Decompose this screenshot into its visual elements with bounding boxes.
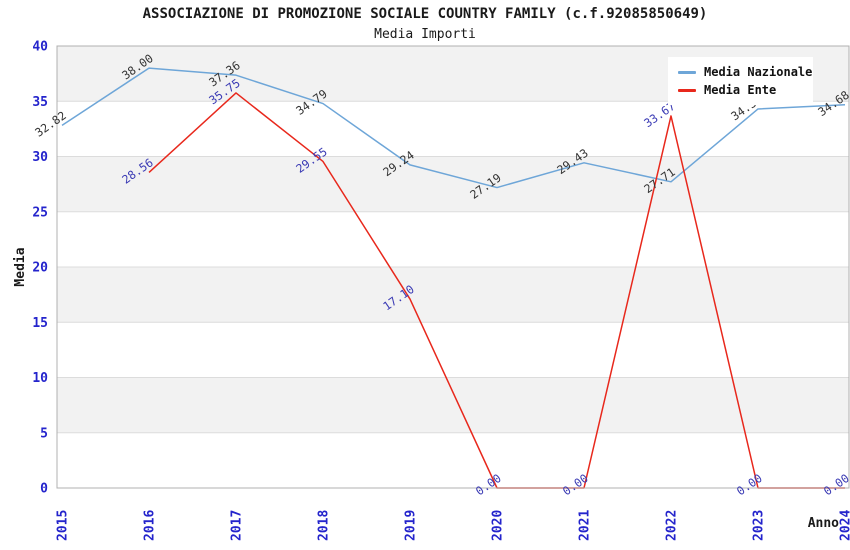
legend-label-media-nazionale: Media Nazionale	[704, 65, 813, 79]
svg-text:2024: 2024	[839, 510, 850, 541]
plot-bands	[57, 46, 849, 433]
svg-text:15: 15	[32, 316, 48, 331]
media-ente-line-swatch-icon	[678, 88, 696, 92]
series-line-media-nazionale	[61, 67, 846, 189]
y-axis-ticks: 0 5 10 15 20 25 30 35 40	[32, 40, 48, 497]
svg-text:2015: 2015	[56, 510, 71, 541]
svg-text:5: 5	[40, 426, 48, 441]
svg-text:0: 0	[40, 482, 48, 497]
svg-text:2023: 2023	[752, 510, 767, 541]
svg-text:2018: 2018	[317, 510, 332, 541]
svg-text:2021: 2021	[578, 510, 593, 541]
svg-text:0.00: 0.00	[734, 471, 765, 498]
svg-text:2017: 2017	[230, 510, 245, 541]
svg-text:0.00: 0.00	[821, 471, 850, 498]
svg-text:2020: 2020	[491, 510, 506, 541]
legend-item-media-nazionale: Media Nazionale	[668, 65, 813, 79]
chart-title: ASSOCIAZIONE DI PROMOZIONE SOCIALE COUNT…	[142, 6, 708, 22]
svg-text:10: 10	[32, 371, 48, 386]
svg-text:20: 20	[32, 261, 48, 276]
media-nazionale-line-swatch-icon	[678, 70, 696, 74]
svg-text:0.00: 0.00	[473, 471, 504, 498]
svg-text:2019: 2019	[404, 510, 419, 541]
svg-text:30: 30	[32, 150, 48, 165]
plot-border	[56, 45, 850, 489]
svg-text:40: 40	[32, 40, 48, 55]
x-axis-label: Anno	[808, 516, 839, 531]
chart-subtitle: Media Importi	[374, 27, 476, 42]
legend-label-media-ente: Media Ente	[704, 83, 777, 97]
svg-text:0.00: 0.00	[560, 471, 591, 498]
x-axis-ticks: 2015 2016 2017 2018 2019 2020 2021 2022 2023 2024	[56, 510, 850, 541]
y-axis-label: Media	[13, 247, 28, 286]
legend: Media Nazionale Media Ente	[668, 57, 813, 105]
svg-text:2016: 2016	[143, 510, 158, 541]
legend-item-media-ente: Media Ente	[668, 83, 813, 97]
svg-text:35: 35	[32, 95, 48, 110]
svg-text:25: 25	[32, 205, 48, 220]
svg-text:2022: 2022	[665, 510, 680, 541]
